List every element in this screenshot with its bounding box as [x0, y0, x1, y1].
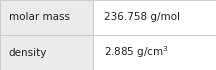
Bar — [0, 0, 93, 35]
Text: 2.885 g/cm$^{3}$: 2.885 g/cm$^{3}$ — [104, 45, 168, 60]
Bar — [93, 0, 216, 35]
Text: density: density — [9, 48, 47, 57]
Bar — [93, 35, 216, 70]
Bar — [0, 35, 93, 70]
Text: 236.758 g/mol: 236.758 g/mol — [104, 13, 180, 22]
Text: molar mass: molar mass — [9, 13, 70, 22]
